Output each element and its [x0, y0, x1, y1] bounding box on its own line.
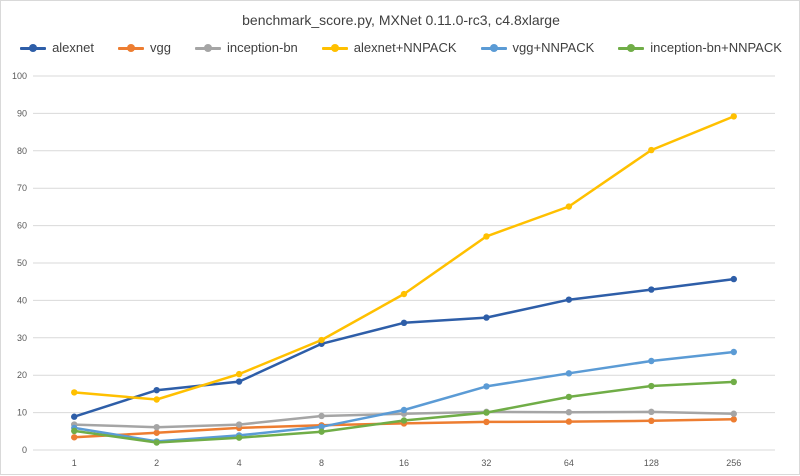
x-tick-label-2: 2: [154, 458, 159, 468]
y-tick-label-70: 70: [17, 183, 27, 193]
point-vgg-nnpack-64: [565, 370, 573, 377]
point-inception-bn-64: [565, 409, 573, 416]
point-inception-bn-nnpack-1: [71, 427, 78, 435]
y-tick-label-50: 50: [17, 258, 27, 268]
point-alexnet-32: [483, 314, 490, 321]
point-alexnet-nnpack-16: [400, 290, 408, 298]
point-inception-bn-nnpack-16: [400, 417, 408, 424]
point-alexnet-256: [730, 275, 737, 283]
y-tick-label-10: 10: [17, 408, 27, 418]
point-vgg-32: [483, 418, 490, 426]
point-inception-bn-nnpack-8: [318, 428, 325, 435]
point-alexnet-nnpack-256: [730, 113, 737, 120]
point-alexnet-nnpack-128: [648, 146, 655, 154]
point-alexnet-nnpack-2: [153, 396, 160, 403]
point-inception-bn-nnpack-4: [235, 434, 243, 441]
legend-item-alexnet-nnpack: alexnet+NNPACK: [321, 40, 457, 55]
y-tick-label-90: 90: [17, 108, 27, 118]
point-vgg-128: [648, 417, 655, 425]
legend-item-alexnet: alexnet: [20, 40, 94, 55]
point-vgg-nnpack-32: [483, 383, 490, 390]
point-vgg-nnpack-16: [400, 406, 408, 414]
x-tick-label-1: 1: [72, 458, 77, 468]
point-inception-bn-nnpack-256: [730, 378, 737, 386]
point-inception-bn-nnpack-2: [153, 439, 160, 446]
legend-swatch-vgg: [117, 43, 144, 53]
legend-swatch-vgg-nnpack: [480, 43, 507, 53]
series-line-alexnet-nnpack: [72, 115, 736, 401]
legend-label-alexnet: alexnet: [52, 40, 94, 55]
point-inception-bn-128: [648, 408, 655, 416]
point-vgg-64: [565, 418, 573, 425]
point-alexnet-nnpack-32: [483, 233, 490, 240]
point-alexnet-nnpack-1: [71, 389, 78, 396]
y-tick-label-40: 40: [17, 295, 27, 305]
point-alexnet-128: [648, 286, 655, 293]
x-tick-label-8: 8: [319, 458, 324, 468]
x-tick-label-128: 128: [644, 458, 659, 468]
legend-item-vgg-nnpack: vgg+NNPACK: [480, 40, 595, 55]
legend: alexnet vgg inception-bn alexnet+NNPACK vgg+…: [1, 40, 800, 55]
legend-swatch-alexnet-nnpack: [321, 43, 348, 53]
point-alexnet-nnpack-8: [318, 336, 325, 344]
legend-swatch-inception-bn-nnpack: [618, 43, 645, 53]
y-tick-label-80: 80: [17, 146, 27, 156]
legend-label-inception-bn-nnpack: inception-bn+NNPACK: [650, 40, 782, 55]
point-inception-bn-256: [730, 410, 737, 417]
y-tick-label-100: 100: [12, 71, 27, 81]
point-vgg-nnpack-256: [730, 348, 737, 356]
x-tick-label-256: 256: [726, 458, 741, 468]
legend-label-inception-bn: inception-bn: [226, 40, 298, 55]
point-vgg-nnpack-128: [648, 357, 655, 365]
point-alexnet-nnpack-64: [565, 203, 573, 210]
point-alexnet-4: [235, 378, 243, 385]
series-line-vgg-nnpack: [72, 350, 736, 443]
point-alexnet-2: [153, 386, 160, 394]
x-tick-label-64: 64: [564, 458, 574, 468]
legend-swatch-inception-bn: [194, 43, 221, 53]
point-vgg-nnpack-8: [318, 423, 325, 431]
legend-swatch-alexnet: [20, 43, 47, 53]
legend-item-vgg: vgg: [117, 40, 171, 55]
point-vgg-256: [730, 416, 737, 423]
point-inception-bn-2: [153, 423, 160, 431]
point-inception-bn-nnpack-128: [648, 382, 655, 390]
point-inception-bn-nnpack-32: [483, 409, 490, 416]
legend-label-vgg: vgg: [149, 40, 171, 55]
x-tick-label-32: 32: [481, 458, 491, 468]
legend-item-inception-bn: inception-bn: [194, 40, 298, 55]
y-tick-label-30: 30: [17, 333, 27, 343]
point-inception-bn-4: [235, 421, 243, 428]
point-vgg-1: [71, 434, 78, 441]
y-tick-label-20: 20: [17, 370, 27, 380]
chart-title: benchmark_score.py, MXNet 0.11.0-rc3, c4…: [242, 12, 560, 28]
legend-label-alexnet-nnpack: alexnet+NNPACK: [353, 40, 457, 55]
point-inception-bn-nnpack-64: [565, 393, 573, 401]
y-tick-label-60: 60: [17, 221, 27, 231]
x-tick-label-4: 4: [237, 458, 242, 468]
point-alexnet-nnpack-4: [235, 370, 243, 378]
point-alexnet-16: [400, 319, 408, 327]
series-line-alexnet: [72, 277, 736, 418]
y-tick-label-0: 0: [22, 445, 27, 455]
point-alexnet-1: [71, 413, 78, 420]
legend-label-vgg-nnpack: vgg+NNPACK: [512, 40, 595, 55]
point-vgg-2: [153, 429, 160, 436]
point-alexnet-64: [565, 296, 573, 303]
x-tick-label-16: 16: [399, 458, 409, 468]
point-inception-bn-8: [318, 412, 325, 420]
legend-item-inception-bn-nnpack: inception-bn+NNPACK: [618, 40, 782, 55]
